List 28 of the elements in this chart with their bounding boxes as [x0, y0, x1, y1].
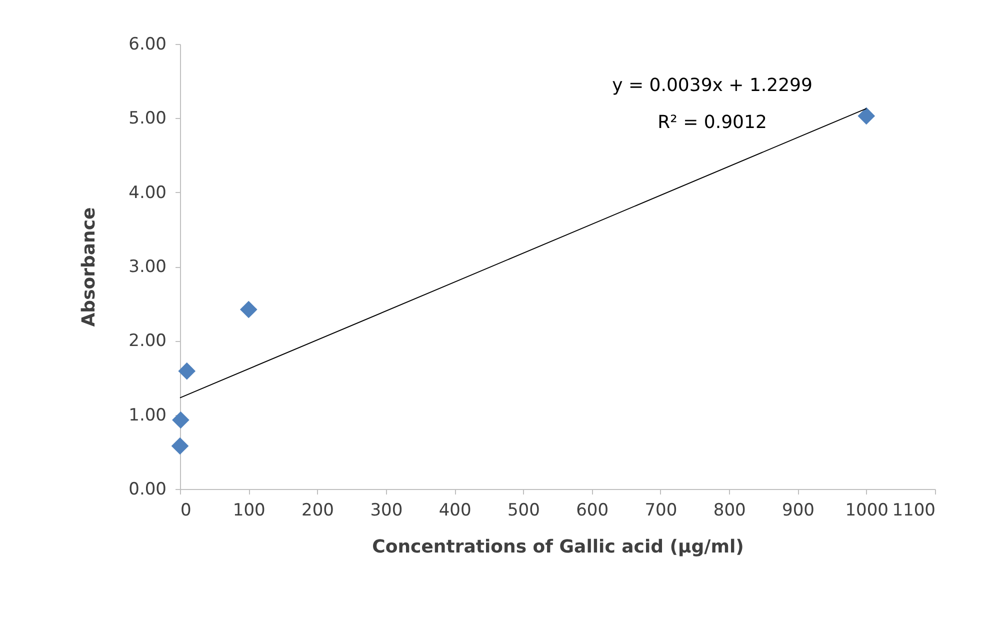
annotation: R² = 0.9012 — [658, 112, 767, 133]
point — [178, 362, 196, 380]
y-tick-label: 3.00 — [128, 257, 166, 277]
y-axis-title: Absorbance — [78, 207, 100, 327]
y-tick-label: 4.00 — [128, 182, 166, 203]
x-tick-label: 0 — [180, 500, 192, 520]
point — [171, 437, 189, 455]
x-axis-title: Concentrations of Gallic acid (µg/ml) — [372, 536, 744, 558]
x-tick-label: 1000 — [845, 500, 888, 520]
y-tick-label: 6.00 — [128, 34, 166, 54]
x-tick-label: 900 — [782, 500, 814, 520]
x-tick-label: 500 — [507, 500, 540, 520]
x-tick-label: 300 — [370, 500, 403, 520]
y-tick-label: 0.00 — [128, 480, 166, 500]
x-tick-label: 1100 — [892, 500, 936, 520]
x-tick-label: 200 — [302, 500, 334, 520]
annotation: y = 0.0039x + 1.2299 — [612, 75, 812, 96]
point — [172, 411, 190, 429]
y-tick-label: 5.00 — [128, 108, 166, 129]
y-tick-label: 1.00 — [128, 405, 166, 426]
x-tick-label: 600 — [576, 500, 609, 520]
point — [240, 300, 258, 318]
y-tick-label: 2.00 — [128, 331, 166, 352]
point — [858, 107, 876, 125]
x-tick-label: 400 — [438, 500, 472, 520]
x-tick-label: 100 — [232, 500, 266, 520]
x-tick-label: 700 — [644, 500, 678, 520]
x-tick-label: 800 — [713, 500, 746, 520]
